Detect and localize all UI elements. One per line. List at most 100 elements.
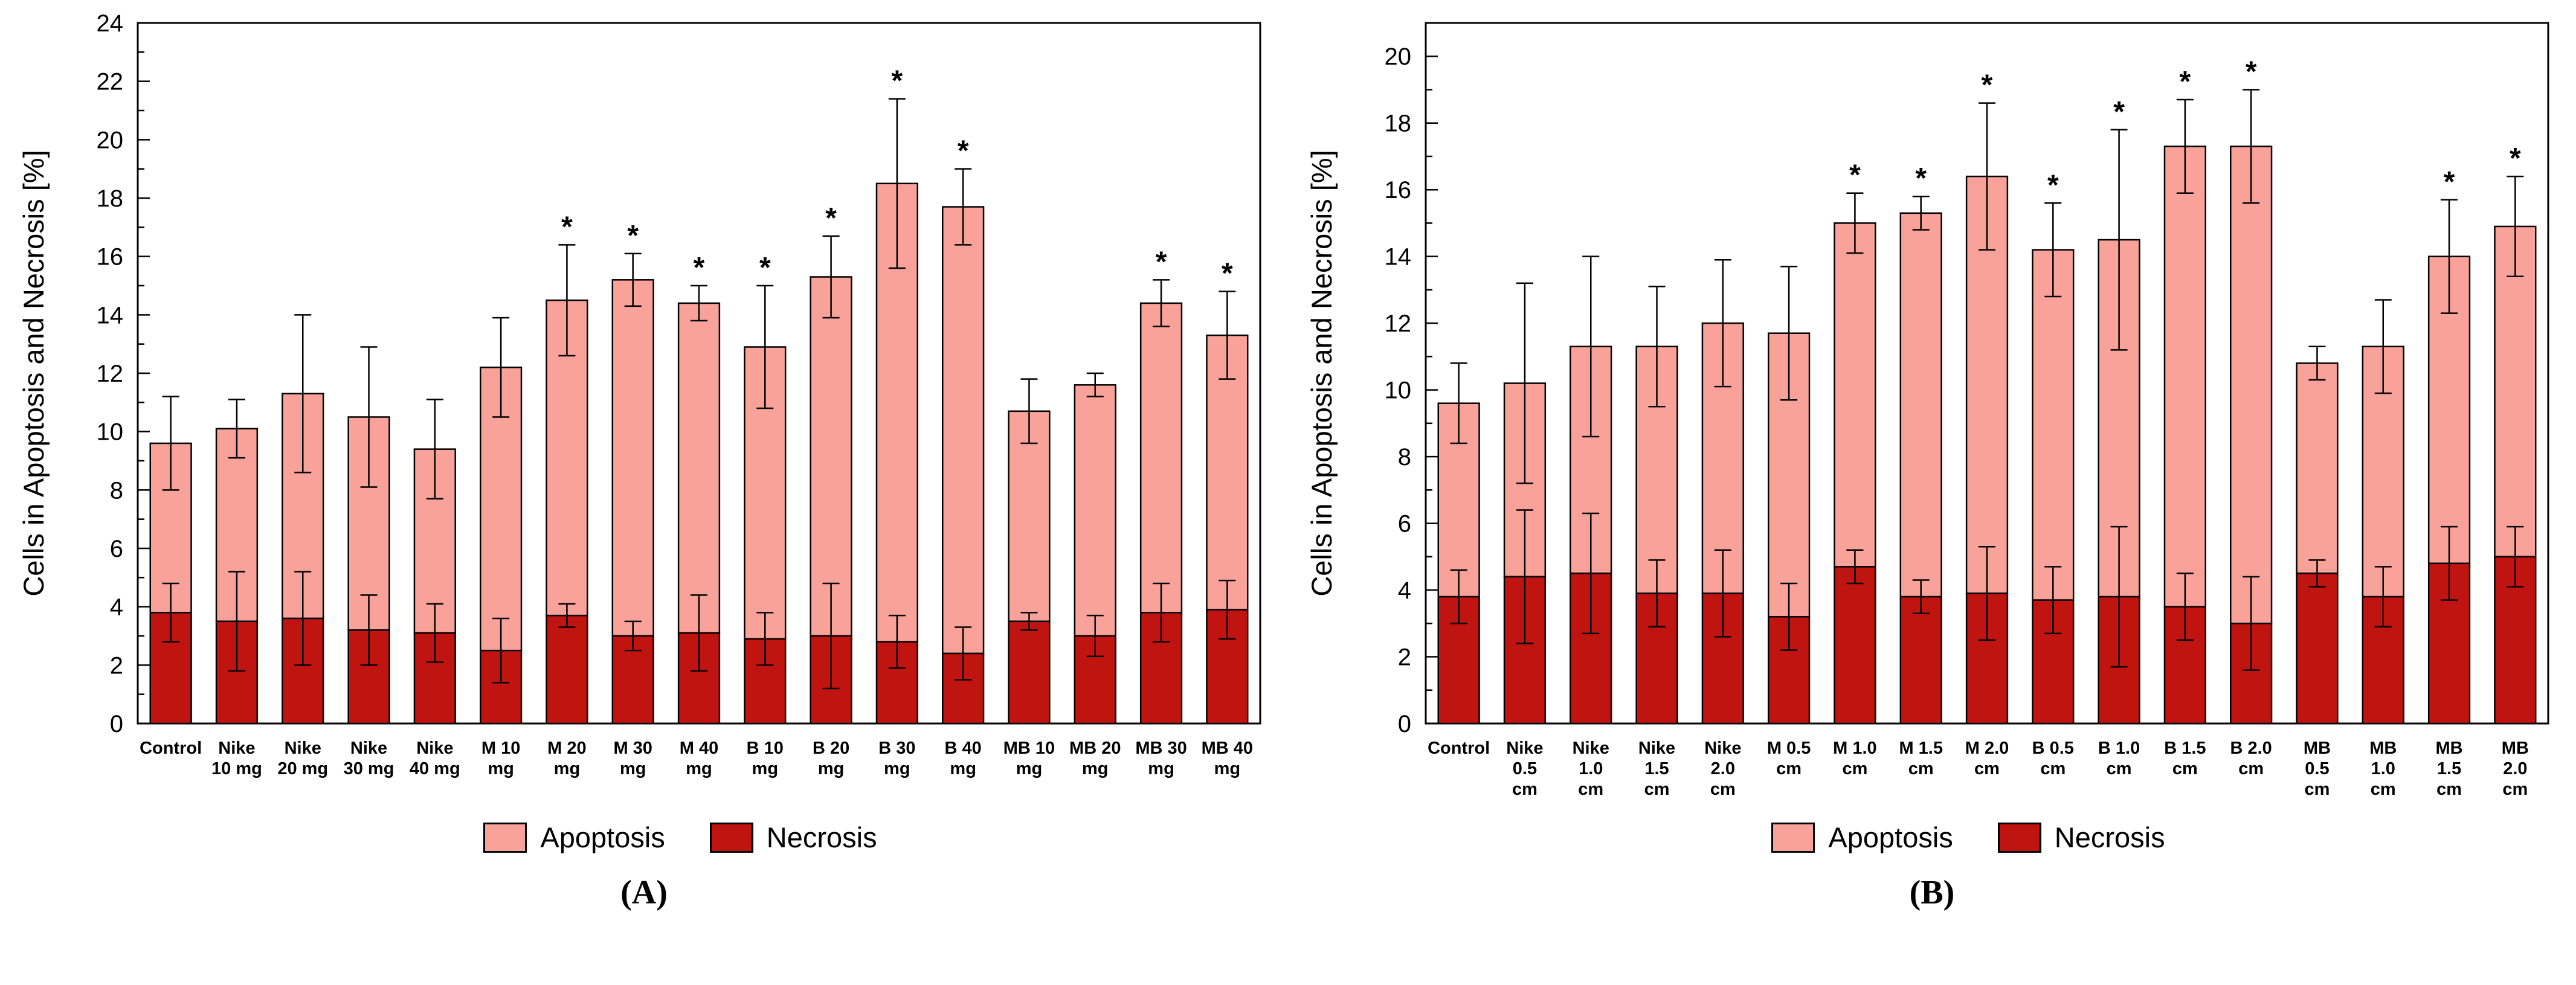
significance-star: * [2113, 96, 2125, 128]
apoptosis-bar [1206, 334, 1249, 611]
bar-group [2362, 299, 2404, 725]
y-tick-label: 4 [110, 594, 123, 621]
bar-group [1701, 258, 1744, 725]
apoptosis-bar [810, 276, 852, 637]
bar-group: * [1206, 258, 1249, 725]
x-tick-label: mg [1082, 759, 1109, 778]
x-tick-label: mg [1214, 759, 1241, 778]
x-tick-label: cm [1776, 759, 1802, 778]
bar-group: * [611, 220, 654, 725]
x-tick-label: cm [1908, 759, 1934, 778]
x-tick-label: M 2.0 [1965, 739, 2009, 758]
chart-b: 0 2 4 6 8 10 12 14 16 18 20 Cells in Apoptosis and … [1306, 22, 2549, 799]
bar-group [1074, 372, 1116, 725]
bar-group: * [1965, 69, 2009, 725]
x-tick-label: Nike [285, 739, 321, 758]
panel-a: 0 2 4 6 8 10 12 14 16 18 20 22 24 Cells in Apoptosis … [18, 10, 1261, 911]
significance-star: * [759, 252, 771, 284]
apoptosis-bar [2296, 362, 2339, 574]
significance-star: * [2510, 143, 2521, 175]
x-tick-label: cm [1512, 780, 1538, 799]
x-tick-label: 0.5 [2305, 759, 2329, 778]
apoptosis-bar [1074, 384, 1116, 637]
apoptosis-legend-label: Apoptosis [540, 821, 665, 853]
bar-group: * [2032, 169, 2075, 725]
necrosis-bar [1008, 620, 1051, 725]
apoptosis-bar [2163, 146, 2207, 608]
necrosis-bar [1899, 595, 1942, 725]
x-tick-label: B 1.5 [2164, 739, 2206, 758]
significance-star: * [1156, 246, 1167, 278]
apoptosis-bar [942, 206, 985, 655]
x-tick-label: 1.0 [1579, 759, 1603, 778]
bar-group: * [2230, 56, 2273, 725]
bar-group: * [2163, 66, 2207, 725]
x-tick-label: mg [950, 759, 976, 778]
apoptosis-legend-label: Apoptosis [1828, 821, 1953, 853]
y-tick-label: 24 [97, 10, 124, 37]
apoptosis-bar [2032, 249, 2075, 601]
x-tick-label: B 40 [945, 739, 982, 758]
x-tick-label: M 1.0 [1833, 739, 1877, 758]
x-tick-label: mg [620, 759, 646, 778]
y-tick-label: 8 [110, 477, 123, 504]
apoptosis-swatch [1771, 823, 1815, 853]
x-tick-label: 40 mg [410, 759, 460, 778]
bar-group [2296, 345, 2339, 725]
bar-group [347, 346, 390, 725]
significance-star: * [1982, 69, 1993, 101]
x-tick-label: M 20 [547, 739, 586, 758]
x-tick-label: cm [2238, 759, 2264, 778]
x-tick-label: Nike [1638, 739, 1675, 758]
significance-star: * [1849, 159, 1861, 191]
x-tick-label: Nike [350, 739, 387, 758]
x-tick-label: mg [884, 759, 910, 778]
bar-group: * [1139, 246, 1183, 725]
y-tick-label: 18 [97, 185, 124, 212]
significance-star: * [892, 65, 903, 97]
apoptosis-bar [1965, 175, 2009, 594]
x-tick-label: mg [818, 759, 845, 778]
bar-group: * [2494, 143, 2537, 725]
x-tick-label: mg [686, 759, 712, 778]
bar-group: * [1899, 162, 1942, 725]
bar-group [1008, 378, 1051, 725]
y-tick-label: 16 [1385, 177, 1412, 204]
x-tick-label: cm [2305, 780, 2330, 799]
y-tick-label: 12 [1385, 310, 1412, 337]
bar-group: * [546, 211, 588, 725]
necrosis-swatch [709, 823, 753, 853]
y-tick-label: 8 [1398, 444, 1411, 470]
apoptosis-bar [1899, 212, 1942, 598]
x-tick-label: Nike [416, 739, 453, 758]
x-tick-label: Nike [1704, 739, 1741, 758]
x-tick-label: cm [1710, 780, 1736, 799]
significance-star: * [2246, 56, 2257, 88]
x-tick-label: 1.5 [1644, 759, 1669, 778]
bar-group: * [2427, 166, 2471, 725]
necrosis-bar [1834, 566, 1876, 725]
panel-letter-b: (B) [1909, 874, 1955, 911]
apoptosis-swatch [483, 823, 527, 853]
y-tick-label: 6 [110, 536, 123, 562]
apoptosis-bar [1139, 302, 1183, 614]
y-tick-label: 10 [97, 419, 124, 446]
x-tick-label: B 30 [878, 739, 915, 758]
panel-b: 0 2 4 6 8 10 12 14 16 18 20 Cells in Apoptosis and … [1288, 0, 2576, 985]
bar-group: * [1834, 159, 1876, 725]
significance-star: * [1915, 162, 1927, 194]
apoptosis-bar [1834, 222, 1876, 568]
bar-group: * [744, 252, 787, 725]
x-tick-label: B 20 [813, 739, 849, 758]
x-tick-label: MB 30 [1135, 739, 1187, 758]
bar-group: * [677, 252, 721, 725]
necrosis-bar [546, 614, 588, 725]
y-tick-label: 2 [110, 652, 123, 679]
x-tick-label: mg [554, 759, 581, 778]
x-tick-label: B 1.0 [2098, 739, 2140, 758]
y-tick-label: 12 [97, 361, 124, 387]
bar-group: * [810, 202, 852, 725]
x-tick-label: Control [140, 739, 202, 758]
significance-star: * [825, 202, 837, 234]
